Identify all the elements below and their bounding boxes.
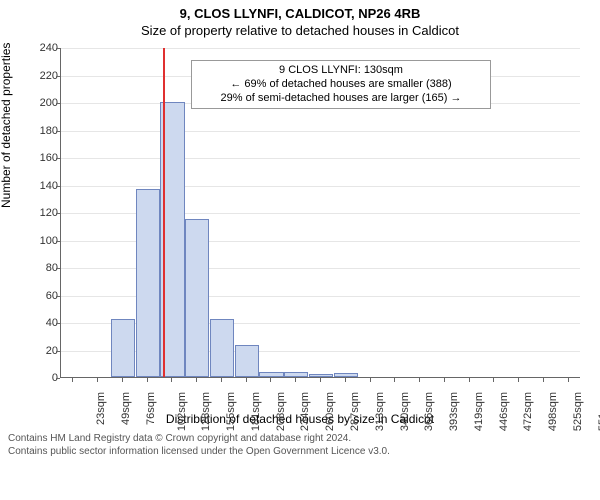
histogram-bar (185, 219, 209, 377)
x-tick-mark (196, 378, 197, 382)
histogram-bar (111, 319, 135, 377)
y-tick-mark (56, 378, 60, 379)
x-tick-label: 234sqm (300, 392, 312, 431)
x-tick-mark (518, 378, 519, 382)
annotation-box: 9 CLOS LLYNFI: 130sqm← 69% of detached h… (191, 60, 491, 109)
x-tick-label: 393sqm (448, 392, 460, 431)
histogram-bar (284, 372, 308, 378)
x-tick-label: 525sqm (572, 392, 584, 431)
x-tick-label: 181sqm (250, 392, 262, 431)
x-tick-mark (72, 378, 73, 382)
footer-line-2: Contains public sector information licen… (8, 445, 592, 458)
y-tick-mark (56, 103, 60, 104)
histogram-bar (309, 374, 333, 377)
y-tick-label: 160 (28, 152, 58, 164)
x-tick-mark (295, 378, 296, 382)
y-tick-mark (56, 323, 60, 324)
gridline (61, 48, 580, 49)
x-tick-label: 155sqm (225, 392, 237, 431)
x-tick-label: 287sqm (349, 392, 361, 431)
y-tick-label: 220 (28, 70, 58, 82)
x-tick-label: 472sqm (522, 392, 534, 431)
x-tick-mark (444, 378, 445, 382)
x-tick-label: 340sqm (399, 392, 411, 431)
histogram-bar (136, 189, 160, 377)
x-tick-mark (320, 378, 321, 382)
histogram-bar (210, 319, 234, 377)
title-main: 9, CLOS LLYNFI, CALDICOT, NP26 4RB (0, 6, 600, 21)
y-tick-mark (56, 131, 60, 132)
y-tick-mark (56, 48, 60, 49)
x-tick-label: 419sqm (473, 392, 485, 431)
chart-container: Number of detached properties 9 CLOS LLY… (0, 38, 600, 428)
y-tick-label: 60 (28, 290, 58, 302)
x-tick-mark (97, 378, 98, 382)
y-tick-mark (56, 351, 60, 352)
x-tick-mark (568, 378, 569, 382)
x-tick-label: 366sqm (423, 392, 435, 431)
x-tick-label: 76sqm (145, 392, 157, 425)
x-tick-mark (147, 378, 148, 382)
y-tick-label: 20 (28, 345, 58, 357)
property-marker-line (163, 48, 165, 377)
x-tick-label: 23sqm (95, 392, 107, 425)
histogram-bar (334, 373, 358, 377)
histogram-bar (259, 372, 283, 378)
x-tick-label: 313sqm (374, 392, 386, 431)
plot-area: 9 CLOS LLYNFI: 130sqm← 69% of detached h… (60, 48, 580, 378)
y-tick-label: 180 (28, 125, 58, 137)
x-tick-label: 498sqm (547, 392, 559, 431)
y-tick-mark (56, 213, 60, 214)
x-tick-mark (469, 378, 470, 382)
title-sub: Size of property relative to detached ho… (0, 23, 600, 38)
gridline (61, 186, 580, 187)
y-tick-mark (56, 158, 60, 159)
y-tick-mark (56, 296, 60, 297)
x-tick-mark (345, 378, 346, 382)
y-tick-mark (56, 268, 60, 269)
x-tick-mark (171, 378, 172, 382)
attribution-footer: Contains HM Land Registry data © Crown c… (0, 428, 600, 458)
y-tick-label: 240 (28, 42, 58, 54)
histogram-bar (235, 345, 259, 377)
y-tick-label: 200 (28, 97, 58, 109)
y-tick-label: 40 (28, 317, 58, 329)
x-tick-mark (270, 378, 271, 382)
gridline (61, 158, 580, 159)
footer-line-1: Contains HM Land Registry data © Crown c… (8, 432, 592, 445)
x-tick-mark (543, 378, 544, 382)
x-tick-mark (221, 378, 222, 382)
y-tick-label: 0 (28, 372, 58, 384)
y-axis-label: Number of detached properties (0, 43, 13, 208)
y-tick-label: 80 (28, 262, 58, 274)
annotation-line: ← 69% of detached houses are smaller (38… (198, 78, 484, 92)
y-tick-mark (56, 76, 60, 77)
x-tick-label: 128sqm (201, 392, 213, 431)
y-tick-label: 120 (28, 207, 58, 219)
y-tick-mark (56, 241, 60, 242)
x-tick-mark (122, 378, 123, 382)
annotation-line: 9 CLOS LLYNFI: 130sqm (198, 64, 484, 78)
x-tick-mark (370, 378, 371, 382)
x-tick-label: 102sqm (176, 392, 188, 431)
x-tick-mark (493, 378, 494, 382)
annotation-line: 29% of semi-detached houses are larger (… (198, 92, 484, 106)
gridline (61, 131, 580, 132)
y-tick-mark (56, 186, 60, 187)
x-tick-label: 208sqm (275, 392, 287, 431)
x-tick-mark (394, 378, 395, 382)
y-tick-label: 100 (28, 235, 58, 247)
y-tick-label: 140 (28, 180, 58, 192)
x-tick-label: 446sqm (498, 392, 510, 431)
x-tick-label: 260sqm (324, 392, 336, 431)
x-tick-mark (419, 378, 420, 382)
x-tick-mark (246, 378, 247, 382)
x-tick-label: 49sqm (120, 392, 132, 425)
